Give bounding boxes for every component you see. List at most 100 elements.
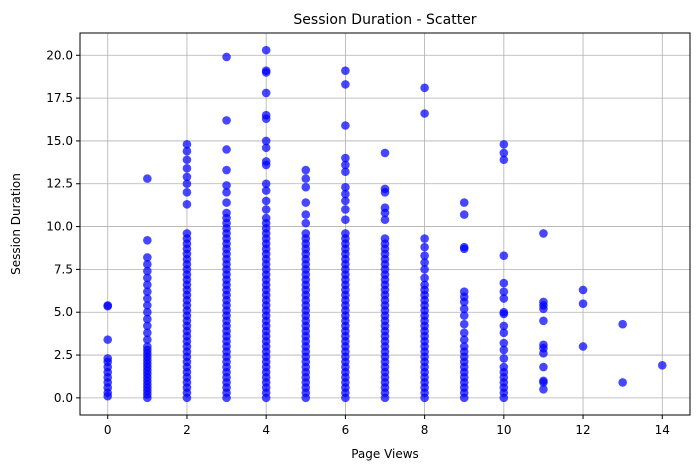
scatter-point — [380, 234, 390, 243]
y-tick-label: 12.5 — [46, 177, 73, 191]
scatter-point — [341, 196, 350, 206]
scatter-point — [182, 179, 192, 189]
scatter-point — [143, 314, 152, 324]
scatter-point — [499, 287, 509, 296]
scatter-point — [420, 109, 429, 118]
scatter-point — [499, 140, 509, 149]
ticks-layer: 0 2 4 6 8 10 12 14 0.0 2.5 5.0 7.5 10.0 12.5 15.0 17.5 2… — [46, 48, 670, 437]
x-tick-label: 6 — [342, 423, 350, 437]
scatter-point — [499, 155, 509, 165]
scatter-point — [222, 188, 231, 197]
scatter-point — [261, 110, 271, 120]
scatter-point — [499, 251, 509, 260]
scatter-point — [657, 361, 667, 370]
scatter-point — [459, 242, 469, 252]
scatter-point — [380, 215, 390, 225]
scatter-point — [143, 266, 152, 276]
scatter-point — [499, 278, 509, 288]
scatter-point — [459, 311, 469, 320]
scatter-point — [341, 160, 350, 170]
scatter-point — [301, 229, 311, 238]
scatter-point — [143, 342, 152, 351]
points-layer — [103, 45, 667, 403]
scatter-point — [143, 280, 152, 290]
scatter-point — [499, 307, 509, 317]
scatter-point — [420, 242, 429, 252]
scatter-point — [341, 167, 350, 177]
x-tick-label: 8 — [421, 423, 429, 437]
scatter-point — [539, 316, 548, 326]
scatter-point — [261, 196, 271, 206]
y-tick-label: 15.0 — [46, 134, 73, 148]
scatter-point — [539, 297, 548, 307]
scatter-point — [420, 234, 429, 243]
scatter-point — [341, 80, 350, 89]
scatter-point — [539, 340, 548, 350]
scatter-point — [380, 184, 390, 194]
scatter-point — [499, 148, 509, 158]
y-tick-label: 7.5 — [54, 262, 73, 276]
scatter-point — [341, 121, 350, 130]
scatter-point — [459, 304, 469, 314]
scatter-point — [301, 165, 311, 175]
scatter-point — [301, 174, 311, 183]
scatter-point — [222, 145, 231, 154]
scatter-point — [618, 378, 627, 387]
y-axis-label: Session Duration — [9, 173, 23, 275]
scatter-point — [539, 362, 548, 372]
scatter-point — [459, 210, 469, 219]
x-axis-label: Page Views — [351, 447, 419, 461]
scatter-point — [222, 181, 231, 190]
scatter-point — [222, 208, 231, 218]
scatter-point — [143, 259, 152, 269]
scatter-point — [459, 335, 469, 344]
scatter-point — [380, 148, 390, 158]
scatter-point — [261, 136, 271, 146]
y-tick-label: 0.0 — [54, 391, 73, 405]
scatter-point — [261, 179, 271, 189]
scatter-point — [261, 205, 271, 214]
scatter-point — [380, 203, 390, 213]
scatter-point — [301, 182, 311, 192]
scatter-point — [499, 345, 509, 355]
scatter-point — [578, 285, 588, 295]
scatter-point — [143, 307, 152, 317]
scatter-point — [420, 251, 429, 260]
scatter-point — [103, 301, 113, 310]
scatter-point — [143, 273, 152, 283]
scatter-point — [182, 140, 192, 149]
x-tick-label: 14 — [655, 423, 670, 437]
scatter-point — [539, 229, 548, 238]
scatter-point — [499, 321, 509, 331]
scatter-point — [143, 335, 152, 344]
scatter-point — [182, 188, 192, 197]
scatter-point — [499, 354, 509, 363]
scatter-point — [143, 294, 152, 303]
scatter-point — [459, 328, 469, 338]
x-tick-label: 12 — [575, 423, 590, 437]
scatter-point — [341, 205, 350, 214]
scatter-point — [420, 83, 429, 93]
scatter-point — [182, 155, 192, 165]
scatter-point — [222, 198, 231, 207]
scatter-point — [499, 294, 509, 303]
scatter-point — [341, 215, 350, 225]
scatter-point — [182, 229, 192, 238]
scatter-point — [103, 335, 113, 344]
scatter-point — [341, 182, 350, 192]
y-tick-label: 2.5 — [54, 348, 73, 362]
scatter-point — [143, 321, 152, 331]
x-tick-label: 4 — [262, 423, 270, 437]
scatter-point — [341, 153, 350, 163]
plot-frame — [79, 32, 691, 416]
scatter-point — [261, 157, 271, 166]
scatter-point — [499, 338, 509, 348]
scatter-point — [222, 116, 231, 125]
scatter-point — [420, 258, 429, 267]
scatter-point — [143, 253, 152, 262]
scatter-point — [301, 218, 311, 228]
scatter-point — [222, 165, 231, 175]
scatter-point — [182, 164, 192, 173]
scatter-point — [459, 287, 469, 296]
